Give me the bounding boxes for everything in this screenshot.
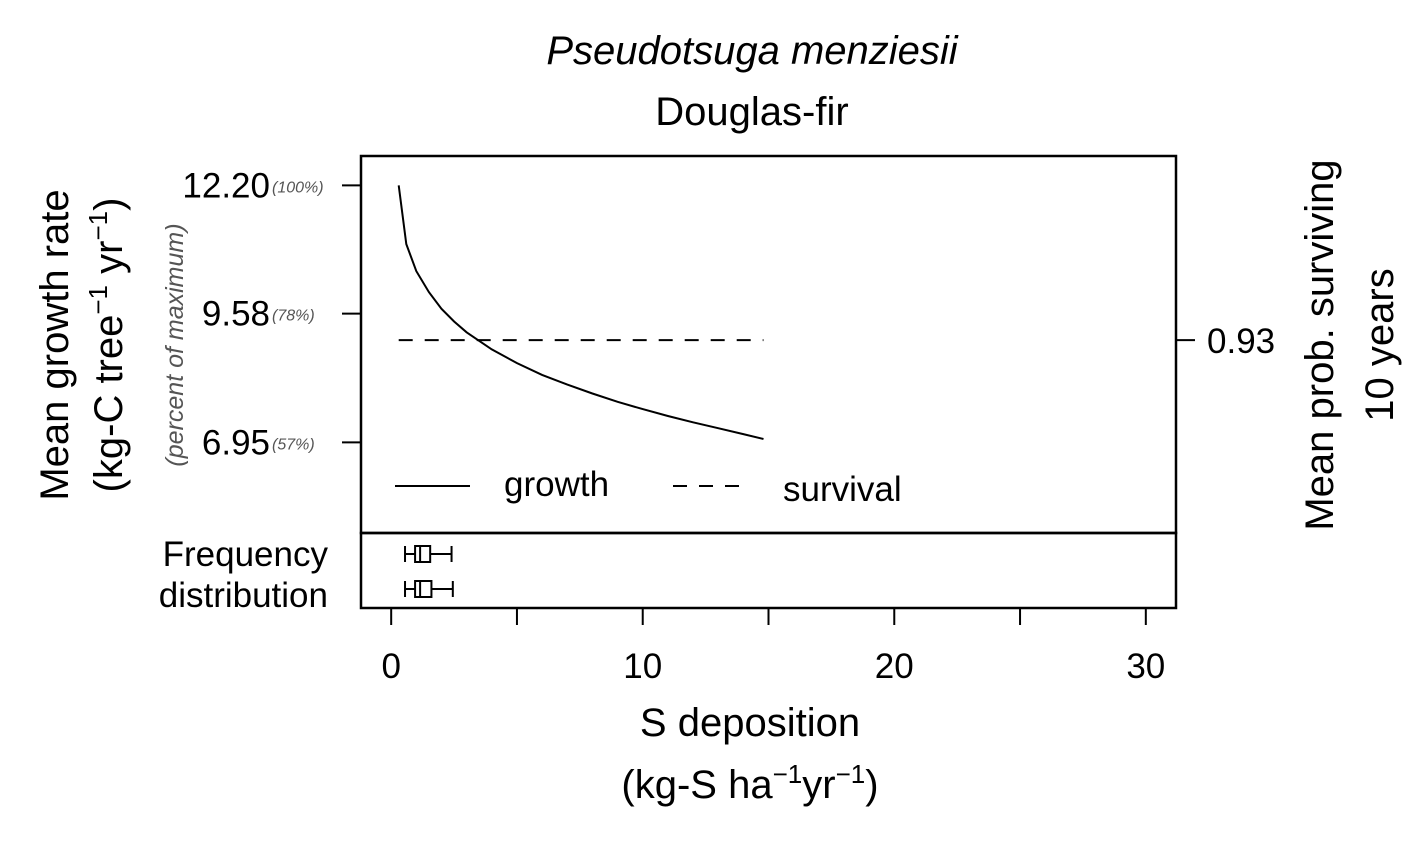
- boxplot: [404, 545, 453, 563]
- x-tick-label: 30: [1126, 647, 1165, 686]
- y-tick-percent-label: (100%): [272, 179, 324, 196]
- legend: growth survival: [395, 465, 902, 509]
- y2-axis-label: Mean prob. surviving: [1298, 159, 1342, 530]
- boxplot-box: [414, 580, 433, 598]
- y-tick-label: 6.95: [202, 423, 270, 462]
- freq-label-line2: distribution: [159, 576, 328, 615]
- growth-series-line: [397, 185, 764, 440]
- y-tick-percent-label: (57%): [272, 436, 315, 453]
- legend-growth-label: growth: [504, 465, 609, 504]
- y-tick-label: 12.20: [182, 166, 270, 205]
- freq-label-line1: Frequency: [163, 535, 329, 574]
- frequency-boxplots: [404, 545, 454, 598]
- x-tick-label: 10: [623, 647, 662, 686]
- boxplot-box: [414, 545, 432, 563]
- y-tick-percent-label: (78%): [272, 308, 315, 325]
- ticks-layer: 0 10 20 30 12.20 (100%) 9.58 (78%) 6.95 (57%) 0.93: [182, 166, 1275, 686]
- legend-survival-label: survival: [783, 470, 902, 509]
- boxplot: [404, 580, 454, 598]
- y-axis-label: Mean growth rate: [33, 189, 77, 500]
- x-axis-units: (kg-S ha−1yr−1): [621, 759, 878, 807]
- y2-axis-label-line2: 10 years: [1358, 268, 1402, 421]
- x-axis-label: S deposition: [640, 701, 860, 745]
- y2-tick-label: 0.93: [1207, 322, 1275, 361]
- chart-subtitle: Douglas-fir: [655, 90, 848, 134]
- series-layer: [397, 185, 764, 440]
- freq-plot-frame: [359, 531, 1178, 610]
- x-tick-label: 0: [381, 647, 400, 686]
- y-axis-units: (kg-C tree−1 yr−1): [83, 198, 131, 493]
- y-tick-label: 9.58: [202, 295, 270, 334]
- x-tick-label: 20: [875, 647, 914, 686]
- y-axis-secondary-label: (percent of maximum): [161, 223, 189, 466]
- chart-title: Pseudotsuga menziesii: [546, 29, 958, 73]
